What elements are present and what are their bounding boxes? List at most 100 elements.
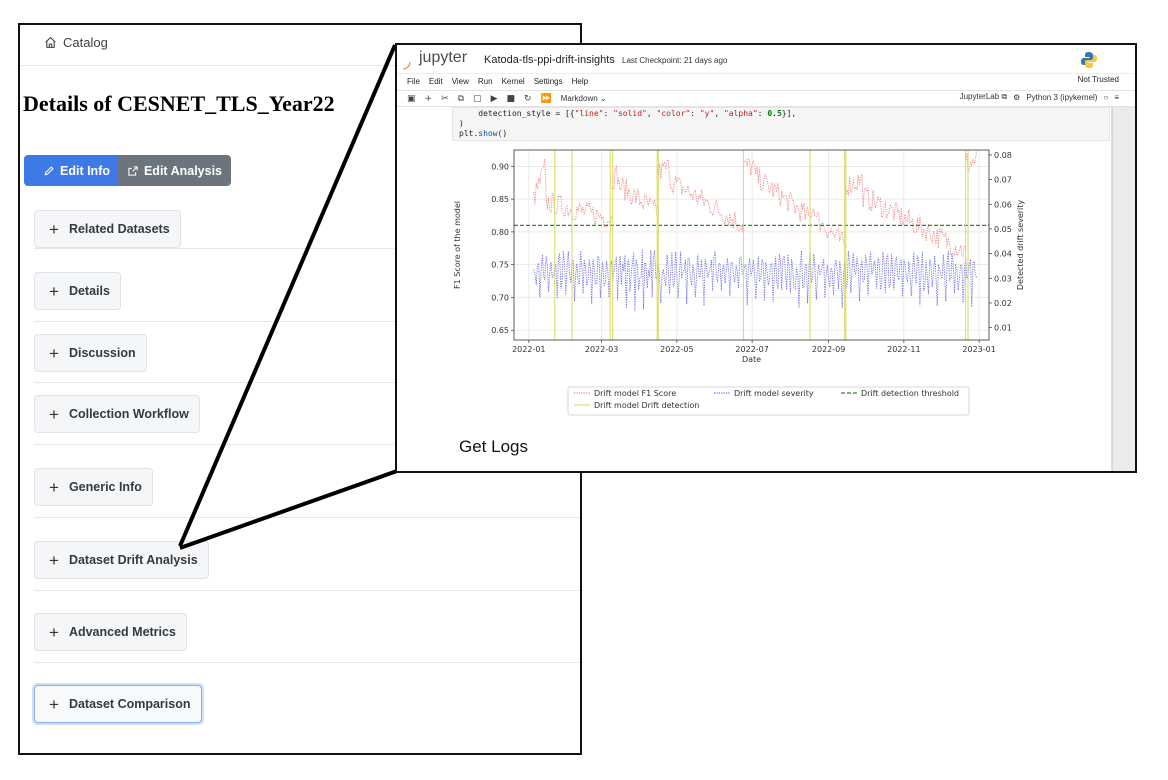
menu-run[interactable]: Run	[477, 77, 493, 86]
y-right-tick-label: 0.04	[994, 250, 1012, 259]
run-icon[interactable]: ▶	[490, 93, 498, 104]
code-text: detection_style = [{	[459, 109, 575, 118]
jupyterlab-link-label: JupyterLab	[959, 92, 1000, 101]
checkpoint-status: Last Checkpoint: 21 days ago	[622, 56, 728, 65]
code-text: )	[459, 119, 464, 128]
external-link-icon	[128, 165, 138, 176]
menu-settings[interactable]: Settings	[533, 77, 563, 86]
menu-help[interactable]: Help	[571, 77, 589, 86]
accordion-collection-workflow[interactable]: + Collection Workflow	[34, 395, 200, 433]
x-tick-label: 2022-11	[887, 345, 920, 354]
accordion-label: Details	[68, 284, 110, 298]
accordion-details[interactable]: + Details	[34, 272, 121, 310]
gear-icon[interactable]: ⚙	[1013, 92, 1021, 102]
accordion-label: Dataset Comparison	[68, 697, 191, 711]
x-tick-label: 2022-03	[585, 345, 618, 354]
accordion-label: Related Datasets	[68, 222, 170, 236]
python-logo-icon	[1081, 52, 1097, 68]
code-number: 0.5	[767, 109, 782, 118]
menu-file[interactable]: File	[407, 77, 420, 86]
restart-icon[interactable]: ↻	[524, 93, 532, 104]
drift-chart: 2022-01 2022-03 2022-05 2022-07 2022-09 2022-…	[453, 149, 1025, 416]
plus-icon: +	[49, 404, 59, 424]
code-cell[interactable]: detection_style = [{"line": "solid", "co…	[452, 107, 1110, 141]
x-tick-label: 2022-07	[735, 345, 768, 354]
cell-type-select[interactable]: Markdown ⌄	[561, 94, 607, 103]
code-string: "solid"	[613, 109, 647, 118]
notebook-name[interactable]: Katoda-tls-ppi-drift-insights	[484, 54, 615, 66]
f1-score-series-line	[743, 157, 811, 223]
code-string: "alpha"	[723, 109, 758, 118]
menu-view[interactable]: View	[451, 77, 469, 86]
chevron-down-icon: ⌄	[599, 94, 607, 103]
kernel-name[interactable]: Python 3 (ipykernel)	[1026, 92, 1098, 102]
x-tick-label: 2022-09	[812, 345, 845, 354]
menu-lines-icon[interactable]: ≡	[1114, 92, 1119, 102]
jupyterlab-link[interactable]: JupyterLab ⧉	[960, 92, 1008, 102]
f1-score-series-line	[809, 208, 846, 248]
accordion-dataset-drift-analysis[interactable]: + Dataset Drift Analysis	[34, 541, 209, 579]
pencil-icon	[44, 165, 54, 175]
y-tick-label: 0.85	[491, 195, 509, 204]
accordion-discussion[interactable]: + Discussion	[34, 334, 147, 372]
plus-icon: +	[49, 343, 59, 363]
accordion-label: Advanced Metrics	[68, 625, 176, 639]
y-right-tick-label: 0.01	[994, 324, 1012, 333]
breadcrumb-catalog-link[interactable]: Catalog	[63, 35, 108, 50]
edit-analysis-label: Edit Analysis	[143, 163, 223, 178]
fast-forward-icon[interactable]: ⏩	[540, 93, 552, 104]
cut-icon[interactable]: ✂	[441, 93, 449, 104]
y-right-tick-label: 0.07	[994, 176, 1012, 185]
f1-score-series-line	[844, 173, 966, 257]
home-icon	[45, 36, 56, 48]
code-text: }],	[781, 109, 797, 118]
plus-icon: +	[49, 477, 59, 497]
accordion-generic-info[interactable]: + Generic Info	[34, 468, 153, 506]
copy-icon[interactable]: ⧉	[457, 93, 465, 104]
cell-type-value: Markdown	[560, 94, 598, 103]
legend-label: Drift model Drift detection	[594, 401, 699, 410]
accordion-label: Discussion	[68, 346, 136, 360]
menu-kernel[interactable]: Kernel	[501, 77, 525, 86]
y-right-tick-label: 0.03	[994, 274, 1012, 283]
accordion-label: Collection Workflow	[68, 407, 189, 421]
jupyter-notebook-panel: ◞ jupyter Katoda-tls-ppi-drift-insights …	[395, 43, 1137, 473]
scrollbar-edge[interactable]	[1112, 107, 1113, 471]
plus-icon: +	[49, 550, 59, 570]
code-text: ()	[497, 129, 508, 138]
plus-icon: +	[49, 694, 59, 714]
plus-icon: +	[49, 622, 59, 642]
legend-label: Drift detection threshold	[861, 389, 959, 398]
paste-icon[interactable]: ▢	[473, 93, 482, 104]
jupyter-logo-text[interactable]: jupyter	[419, 49, 468, 66]
y-right-axis-label: Detected drift severity	[1016, 200, 1025, 291]
menubar: File Edit View Run Kernel Settings Help	[397, 73, 1135, 89]
menu-edit[interactable]: Edit	[428, 77, 443, 86]
stop-icon[interactable]: ■	[506, 93, 515, 104]
trust-status[interactable]: Not Trusted	[1077, 75, 1119, 84]
plus-icon: +	[49, 281, 59, 301]
accordion-advanced-metrics[interactable]: + Advanced Metrics	[34, 613, 187, 651]
f1-score-series-line	[656, 158, 744, 232]
notebook-toolbar: ▣ + ✂ ⧉ ▢ ▶ ■ ↻ ⏩ Markdown ⌄	[397, 90, 1135, 107]
legend-box	[567, 386, 970, 416]
code-function: show	[478, 129, 498, 138]
edit-info-button[interactable]: Edit Info	[24, 155, 129, 186]
accordion-related-datasets[interactable]: + Related Datasets	[34, 210, 181, 248]
legend-label: Drift model F1 Score	[594, 389, 676, 398]
x-axis-label: Date	[742, 355, 761, 364]
f1-score-series-line	[611, 164, 658, 218]
y-axis-label: F1 Score of the model	[453, 201, 462, 289]
toolbar-right: JupyterLab ⧉ ⚙ Python 3 (ipykernel) ○ ≡	[960, 92, 1119, 102]
legend-label: Drift model severity	[734, 389, 814, 398]
accordion-dataset-comparison[interactable]: + Dataset Comparison	[34, 685, 202, 723]
breadcrumb[interactable]: Catalog	[44, 35, 108, 50]
jupyter-logo-icon[interactable]: ◞	[403, 50, 411, 72]
save-icon[interactable]: ▣	[407, 93, 416, 104]
x-tick-label: 2022-05	[660, 345, 693, 354]
edit-analysis-button[interactable]: Edit Analysis	[118, 155, 231, 186]
add-cell-icon[interactable]: +	[424, 93, 433, 104]
accordion-label: Generic Info	[68, 480, 142, 494]
y-right-tick-label: 0.08	[994, 151, 1012, 160]
plot-frame	[513, 149, 990, 341]
